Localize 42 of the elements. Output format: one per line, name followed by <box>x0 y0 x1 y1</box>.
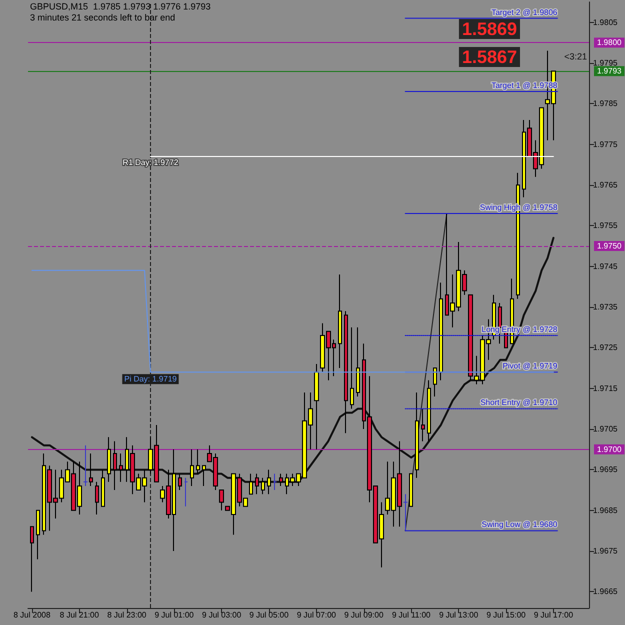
y-tick-label: 1.9765 <box>593 180 618 190</box>
x-tick-label: 8 Jul 21:00 <box>60 610 100 620</box>
series-label: Target 2 @ 1.9806 <box>491 8 558 17</box>
ref-line-label: 1.9700 <box>597 444 622 454</box>
annotation: <3:21 <box>564 52 588 62</box>
y-tick-label: 1.9735 <box>593 302 618 312</box>
x-tick-label: 9 Jul 03:00 <box>202 610 242 620</box>
y-tick-label: 1.9755 <box>593 221 618 230</box>
x-tick-label: 9 Jul 07:00 <box>296 610 337 620</box>
y-tick-label: 1.9805 <box>593 18 618 27</box>
annotation: 1.5869 <box>462 19 518 39</box>
x-tick-label: 9 Jul 01:00 <box>154 610 194 620</box>
series-label: Swing Low @ 1.9680 <box>482 520 558 530</box>
y-tick-label: 1.9775 <box>593 140 618 149</box>
y-tick-label: 1.9795 <box>593 58 618 68</box>
x-tick-label: 8 Jul 2008 <box>13 610 51 620</box>
x-tick-label: 9 Jul 17:00 <box>534 610 574 620</box>
y-tick-label: 1.9785 <box>593 99 618 108</box>
series-label: R1 Day: 1.9772 <box>122 158 179 168</box>
y-tick-label: 1.9695 <box>593 465 618 474</box>
text: 3 minutes 21 seconds left to bar end <box>30 12 176 22</box>
series-label: Pivot @ 1.9719 <box>502 362 558 371</box>
y-tick-label: 1.9665 <box>593 587 618 596</box>
x-tick-label: 9 Jul 15:00 <box>486 610 526 620</box>
series-label: Short Entry @ 1.9710 <box>480 398 558 408</box>
y-tick-label: 1.9745 <box>593 262 618 271</box>
x-tick-label: 8 Jul 23:00 <box>107 610 147 620</box>
series-label: Pi Day: 1.9719 <box>124 374 178 384</box>
ref-line-label: 1.9793 <box>597 66 622 76</box>
y-tick-label: 1.9675 <box>593 546 618 556</box>
y-tick-label: 1.9705 <box>593 424 618 434</box>
x-tick-label: 9 Jul 05:00 <box>249 610 290 620</box>
y-tick-label: 1.9715 <box>593 384 618 393</box>
x-tick-label: 9 Jul 13:00 <box>439 610 479 620</box>
ref-line-label: 1.9750 <box>597 242 622 251</box>
y-tick-label: 1.9725 <box>593 343 618 352</box>
ref-line-label: 1.9800 <box>597 38 622 48</box>
chart-title: GBPUSD,M15 1.9785 1.9793 1.9776 1.9793 <box>30 2 211 12</box>
annotation: 1.5867 <box>462 47 518 67</box>
y-tick-label: 1.9685 <box>593 506 618 515</box>
x-tick-label: 9 Jul 11:00 <box>392 610 432 620</box>
x-tick-label: 9 Jul 09:00 <box>344 610 384 620</box>
